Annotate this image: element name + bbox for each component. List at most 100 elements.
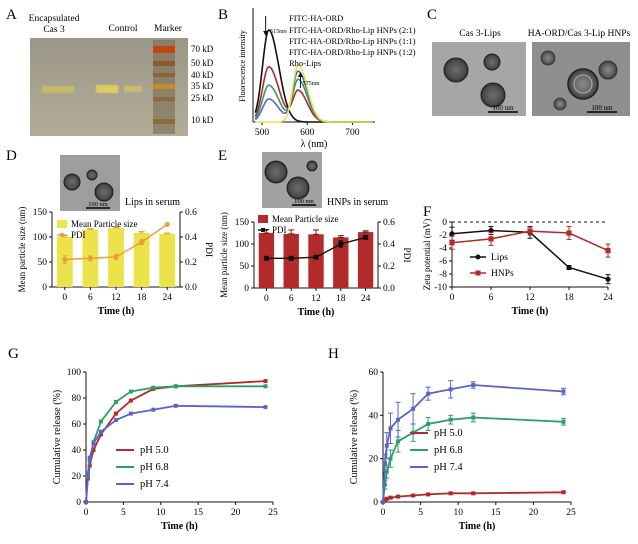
y2-tick-label: 0.4 xyxy=(383,240,395,250)
pdi-point xyxy=(363,234,369,240)
release-point xyxy=(91,441,96,446)
y-tick-label: 100 xyxy=(67,368,82,378)
release-point xyxy=(561,389,566,394)
gel-marker-label: 70 kD xyxy=(191,44,214,54)
x-tick-label: 6 xyxy=(489,293,494,303)
y-tick-label: 100 xyxy=(33,233,48,243)
zeta-point xyxy=(488,236,494,242)
bar xyxy=(133,233,150,287)
x-tick-label: 0 xyxy=(381,508,386,518)
release-point xyxy=(382,461,387,465)
x-tick-label: 12 xyxy=(311,294,321,304)
x-tick-label: 500 xyxy=(255,128,270,138)
legend-label: PDI xyxy=(71,230,86,240)
x-tick-label: 20 xyxy=(231,508,241,518)
x-tick-label: 10 xyxy=(453,508,463,518)
gel-marker-label: 10 kD xyxy=(191,115,214,125)
x-axis-label: λ (nm) xyxy=(301,139,328,150)
x-tick-label: 24 xyxy=(361,294,371,304)
release-point xyxy=(426,391,431,396)
x-tick-label: 18 xyxy=(137,293,147,303)
pdi-point xyxy=(338,241,344,247)
release-point xyxy=(128,411,133,416)
tem-title-lips: Cas 3-Lips xyxy=(459,29,501,39)
bar xyxy=(333,237,349,288)
legend-label: HNPs xyxy=(491,269,514,279)
x-tick-label: 0 xyxy=(62,293,67,303)
y-tick-label: 50 xyxy=(240,262,250,272)
legend-label: pH 5.0 xyxy=(434,428,463,439)
x-tick-label: 15 xyxy=(193,508,203,518)
release-point xyxy=(84,500,88,504)
legend-label: FITC-HA-ORD/Rho-Lip HNPs (2:1) xyxy=(289,25,416,35)
bar xyxy=(308,234,324,288)
x-tick-label: 6 xyxy=(289,294,294,304)
gel-marker-label: 40 kD xyxy=(191,70,214,80)
y2-tick-label: 0.6 xyxy=(185,208,197,218)
release-point xyxy=(91,448,96,452)
x-tick-label: 25 xyxy=(566,508,576,518)
panel-a-gel: Encapsulated Cas 3 Control Marker 70 kD 50… xyxy=(29,14,214,136)
legend-label: PDI xyxy=(272,225,287,235)
release-line xyxy=(85,380,266,503)
gel-marker-label: 50 kD xyxy=(191,58,214,68)
x-axis-label: Time (h) xyxy=(298,307,335,318)
y-tick-label: 0 xyxy=(76,498,81,508)
legend-label: pH 5.0 xyxy=(140,445,169,456)
x-tick-label: 6 xyxy=(88,293,93,303)
pdi-point xyxy=(87,255,93,261)
legend-label: Rho-Lips xyxy=(289,58,321,68)
panel-e-tem: 100 nm HNPs in serum xyxy=(262,152,388,208)
gel-marker-band-70 xyxy=(153,46,175,53)
panel-d-tem: 100 nm Lips in serum xyxy=(60,155,180,211)
legend-marker xyxy=(59,232,65,238)
release-point xyxy=(85,471,90,476)
release-point xyxy=(471,415,476,420)
legend-marker xyxy=(475,270,481,276)
pdi-point xyxy=(288,255,294,261)
gel-band-control-weak xyxy=(124,86,142,92)
release-point xyxy=(426,492,431,497)
y2-tick-label: 0.6 xyxy=(383,218,395,228)
release-point xyxy=(396,494,401,499)
release-point xyxy=(263,379,268,384)
x-tick-label: 0 xyxy=(264,294,269,304)
release-point xyxy=(173,384,178,389)
tem-vesicle xyxy=(443,57,469,83)
panel-d-size-pdi-chart: 0 50 100 150 0.0 0.2 0.4 0.6 0 6 12 18 24 Time (h) Mea… xyxy=(17,207,213,317)
x-tick-label: 0 xyxy=(450,293,455,303)
y-tick-label: 0 xyxy=(442,218,447,228)
x-tick-label: 12 xyxy=(525,293,535,303)
bar xyxy=(283,233,299,288)
legend-swatch xyxy=(258,215,268,223)
panel-label-d: D xyxy=(6,148,17,164)
gel-lane-label-control: Control xyxy=(108,24,137,34)
panel-c-tem: Cas 3-Lips HA-ORD/Cas 3-Lip HNPs 100 nm … xyxy=(432,29,630,116)
release-point xyxy=(561,490,566,495)
y-tick-label: 60 xyxy=(369,368,379,378)
gel-band-encapsulated xyxy=(42,86,74,93)
tem-vesicle xyxy=(480,82,506,108)
panel-h-release-chart: 0 20 40 60 0 5 10 15 20 25 Time (h) Cumulative rele… xyxy=(349,368,576,532)
y-tick-label: 20 xyxy=(369,455,379,465)
legend-label: Lips xyxy=(491,253,508,263)
y-axis-label: Fluorescence intensity xyxy=(238,30,247,102)
y-tick-label: 100 xyxy=(235,240,250,250)
y2-tick-label: 0.4 xyxy=(185,233,197,243)
legend-label: pH 7.4 xyxy=(434,462,463,473)
caption-hnps-serum: HNPs in serum xyxy=(327,197,388,208)
legend-label: pH 7.4 xyxy=(140,479,169,490)
bar xyxy=(357,232,374,288)
release-point xyxy=(384,496,389,501)
x-tick-label: 15 xyxy=(491,508,501,518)
y-axis-label: Zeta potential (mV) xyxy=(422,219,432,290)
panel-label-b: B xyxy=(218,7,228,23)
bar xyxy=(159,234,176,287)
scale-bar-label: 100 nm xyxy=(591,104,613,112)
pdi-point xyxy=(313,254,319,260)
gel-marker-band-25 xyxy=(153,97,175,101)
y-tick-label: -8 xyxy=(439,270,447,280)
pdi-point xyxy=(113,254,119,260)
y-tick-label: 50 xyxy=(38,258,48,268)
